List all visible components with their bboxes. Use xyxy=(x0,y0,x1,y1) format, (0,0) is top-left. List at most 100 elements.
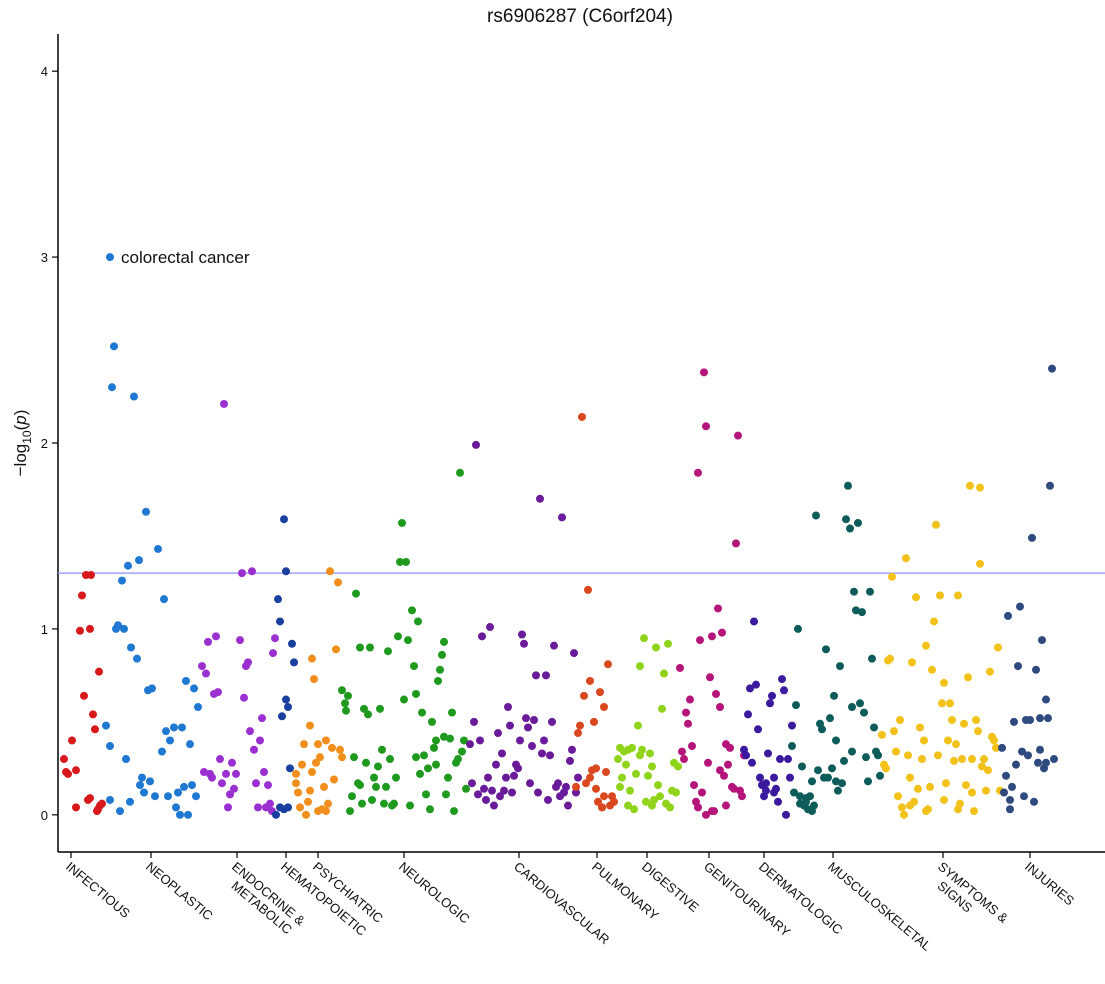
point xyxy=(896,716,904,725)
point xyxy=(954,591,962,600)
point xyxy=(624,745,632,754)
point xyxy=(338,753,346,762)
point xyxy=(774,797,782,806)
point xyxy=(734,431,742,440)
point xyxy=(534,788,542,797)
point xyxy=(856,699,864,708)
point xyxy=(1020,792,1028,801)
point xyxy=(830,691,838,700)
point xyxy=(842,515,850,524)
point xyxy=(200,768,208,777)
point xyxy=(664,639,672,648)
point xyxy=(898,803,906,812)
point xyxy=(694,468,702,477)
point xyxy=(296,803,304,812)
point xyxy=(184,810,192,819)
point xyxy=(558,513,566,522)
chart-title: rs6906287 (C6orf204) xyxy=(487,6,673,27)
point xyxy=(840,756,848,765)
point xyxy=(538,749,546,758)
point xyxy=(646,749,654,758)
point xyxy=(474,790,482,799)
point xyxy=(442,790,450,799)
point xyxy=(378,745,386,754)
point xyxy=(780,686,788,695)
y-tick-label: 0 xyxy=(41,808,48,823)
point xyxy=(114,621,122,630)
point xyxy=(688,742,696,751)
y-tick-label: 3 xyxy=(41,250,48,265)
point xyxy=(310,675,318,684)
point xyxy=(170,723,178,732)
point xyxy=(966,481,974,490)
point xyxy=(566,756,574,765)
point xyxy=(902,554,910,563)
point xyxy=(278,712,286,721)
point xyxy=(138,773,146,782)
point xyxy=(586,773,594,782)
point xyxy=(496,792,504,801)
point xyxy=(912,593,920,602)
x-tick-label: INJURIES xyxy=(1022,859,1077,909)
point xyxy=(490,801,498,810)
point xyxy=(614,755,622,764)
point xyxy=(214,688,222,697)
point xyxy=(398,518,406,527)
point xyxy=(140,788,148,797)
point xyxy=(528,742,536,751)
point xyxy=(708,807,716,816)
point xyxy=(252,779,260,788)
point xyxy=(208,773,216,782)
point xyxy=(778,675,786,684)
point xyxy=(690,781,698,790)
point xyxy=(888,572,896,581)
point xyxy=(982,786,990,795)
x-tick-label: MUSCULOSKELETAL xyxy=(825,859,934,954)
point xyxy=(548,717,556,726)
point xyxy=(374,762,382,771)
point xyxy=(106,795,114,804)
point xyxy=(914,784,922,793)
point xyxy=(594,797,602,806)
point xyxy=(890,727,898,736)
point xyxy=(358,799,366,808)
point xyxy=(1018,747,1026,756)
point xyxy=(762,779,770,788)
point xyxy=(1038,636,1046,645)
point xyxy=(1002,771,1010,780)
point xyxy=(714,604,722,613)
point xyxy=(244,658,252,667)
point xyxy=(174,788,182,797)
point xyxy=(450,807,458,816)
point xyxy=(218,779,226,788)
point xyxy=(992,743,1000,752)
point xyxy=(676,663,684,672)
point xyxy=(322,736,330,745)
point xyxy=(258,714,266,723)
point xyxy=(756,773,764,782)
point xyxy=(970,807,978,816)
point xyxy=(282,567,290,576)
point xyxy=(1014,662,1022,671)
point xyxy=(824,773,832,782)
point xyxy=(314,807,322,816)
point xyxy=(486,623,494,632)
point xyxy=(164,792,172,801)
point xyxy=(276,617,284,626)
point xyxy=(1044,714,1052,723)
point xyxy=(1008,782,1016,791)
point xyxy=(580,691,588,700)
point xyxy=(968,788,976,797)
point xyxy=(834,786,842,795)
point xyxy=(754,725,762,734)
point xyxy=(264,781,272,790)
point xyxy=(1036,714,1044,723)
point xyxy=(341,699,349,708)
point xyxy=(508,788,516,797)
point xyxy=(814,766,822,775)
point xyxy=(1042,695,1050,704)
point xyxy=(1050,755,1058,764)
point xyxy=(958,755,966,764)
point xyxy=(546,751,554,760)
point xyxy=(644,771,652,780)
